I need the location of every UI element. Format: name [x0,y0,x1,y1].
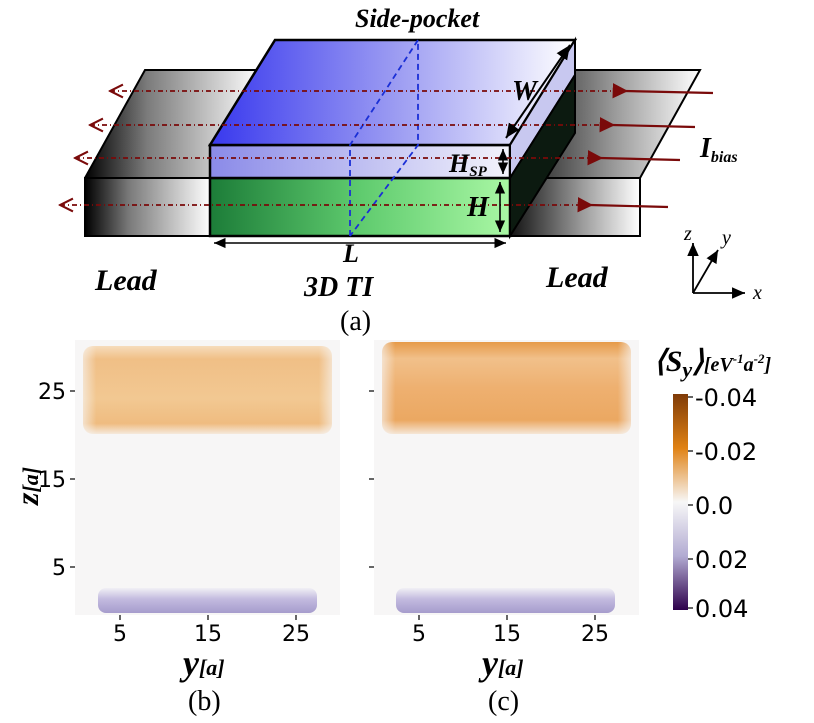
axis-x-label: x [752,282,762,304]
side-pocket-label: Side-pocket [355,4,480,33]
caption-a: (a) [340,306,371,337]
lead-right-label: Lead [545,261,609,294]
colorbar [673,394,688,610]
width-label: W [512,76,539,107]
c-xtick-5: 5 [412,622,426,647]
colorbar-title: ⟨Sy⟩[eV-1a-2] [654,345,771,382]
cb-tick-1: -0.02 [695,438,757,466]
b-xtick-25: 25 [282,622,310,647]
cb-tick-2: 0.0 [695,492,733,520]
b-ylabel: z[a] [9,467,45,506]
b-ytick-25: 25 [38,380,66,405]
cb-tick-0: -0.04 [695,384,757,412]
coordinate-axes [687,243,745,299]
cb-tick-4: 0.04 [695,595,748,623]
b-ytick-15: 15 [38,468,66,493]
b-xlabel: y[a] [179,643,225,683]
b-xtick-15: 15 [194,622,222,647]
cb-tick-3: 0.02 [695,546,748,574]
c-xtick-15: 15 [493,622,521,647]
lead-left-label: Lead [94,264,158,297]
ibias-label: Ibias [699,133,738,166]
hsp-label: HSP [448,149,488,180]
device-diagram [60,36,745,299]
axis-y-label: y [720,227,731,249]
caption-c: (c) [488,686,519,717]
ti-block [208,176,512,238]
cross-section-dashed [349,36,419,237]
axis-z-label: z [683,223,692,245]
heatmap-b [75,340,340,615]
b-xtick-5: 5 [113,622,127,647]
ti-label: 3D TI [303,272,374,303]
b-ytick-5: 5 [52,556,66,581]
height-label: H [466,192,490,223]
c-xlabel: y[a] [478,643,524,683]
length-label: L [342,239,359,268]
c-xtick-25: 25 [581,622,609,647]
heatmap-c [374,340,639,615]
caption-b: (b) [188,686,221,717]
